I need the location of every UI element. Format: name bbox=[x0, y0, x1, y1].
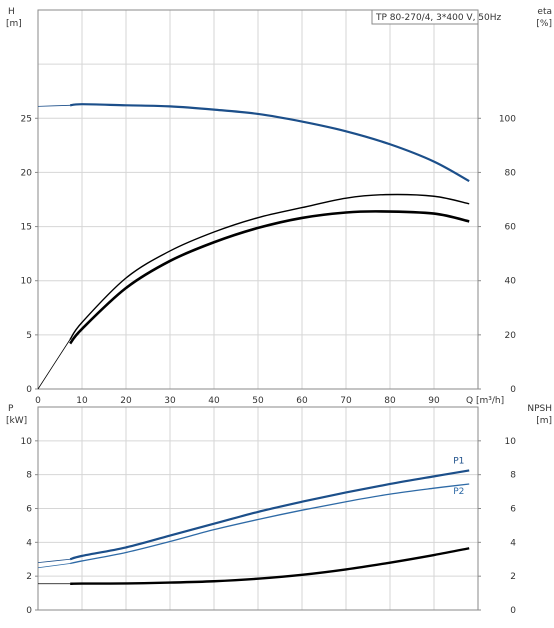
panel2-y-left-tick-label: 4 bbox=[26, 538, 32, 548]
panel2-y-right-label: NPSH bbox=[527, 404, 552, 414]
panel1-x-tick-label: 10 bbox=[76, 396, 88, 406]
panel1-x-tick-label: 90 bbox=[428, 396, 440, 406]
panel1-y-left-tick-label: 25 bbox=[21, 114, 32, 124]
title-box bbox=[371, 9, 479, 25]
panel1-y-left-tick-label: 0 bbox=[26, 385, 32, 395]
panel1-y-left-tick-label: 5 bbox=[26, 331, 32, 341]
panel2-y-right-tick-label: 4 bbox=[510, 538, 516, 548]
panel2-y-left-tick-label: 0 bbox=[26, 606, 32, 616]
panel2-series-npsh-line bbox=[70, 547, 470, 585]
panel1-x-tick-label: 0 bbox=[35, 396, 41, 406]
panel2-y-left-unit: [kW] bbox=[6, 416, 27, 426]
panel2-y-left-label: P bbox=[8, 404, 14, 414]
panel2-y-left-tick-label: 10 bbox=[21, 437, 33, 447]
panel1-y-left-tick-label: 10 bbox=[21, 277, 33, 287]
panel1-series-eta-thin-low-flow bbox=[37, 336, 72, 390]
panel1-y-right-tick-label: 80 bbox=[505, 168, 517, 178]
panel1-y-right-tick-label: 60 bbox=[505, 223, 517, 233]
panel2-y-right-tick-label: 10 bbox=[505, 437, 517, 447]
panel1-y-left-tick-label: 15 bbox=[21, 223, 32, 233]
panel2-y-right-unit: [m] bbox=[536, 416, 552, 426]
panel1-y-right-tick-label: 0 bbox=[510, 385, 516, 395]
panel1-x-tick-label: 60 bbox=[296, 396, 308, 406]
panel1-x-tick-label: 50 bbox=[252, 396, 264, 406]
panel1-y-left-label: H bbox=[8, 7, 15, 17]
panel1-y-left-unit: [m] bbox=[6, 19, 22, 29]
panel2-series-label-p2: P2 bbox=[453, 487, 464, 497]
panel1-x-tick-label: 30 bbox=[164, 396, 176, 406]
panel1-series-eta-thick-line bbox=[69, 210, 470, 345]
panel1-y-right-unit: [%] bbox=[536, 19, 552, 29]
panel1-y-right-tick-label: 40 bbox=[505, 277, 517, 287]
panel2-series-p1-line bbox=[69, 469, 470, 561]
panel1-y-right-label: eta bbox=[537, 7, 552, 17]
panel2-series-label-p1: P1 bbox=[453, 456, 464, 466]
panel1-x-tick-label: 70 bbox=[340, 396, 352, 406]
panel2-series-p2-line bbox=[69, 483, 470, 565]
panel1-frame bbox=[37, 9, 479, 390]
panel2-y-left-tick-label: 6 bbox=[26, 505, 32, 515]
panel1-x-axis-label: Q [m³/h] bbox=[466, 396, 504, 406]
panel2-y-left-tick-label: 8 bbox=[26, 471, 32, 481]
panel1-x-tick-label: 80 bbox=[384, 396, 396, 406]
panel1-y-right-tick-label: 100 bbox=[499, 114, 516, 124]
panel2-series-p2-low-flow bbox=[37, 563, 71, 569]
panel2-y-right-tick-label: 8 bbox=[510, 471, 516, 481]
panel2-series-p1-low-flow bbox=[37, 558, 71, 564]
panel1-series-head-low-flow bbox=[37, 104, 71, 107]
chart-title: TP 80-270/4, 3*400 V, 50Hz bbox=[375, 13, 502, 23]
panel2-y-left-tick-label: 2 bbox=[26, 572, 32, 582]
panel1-x-tick-label: 20 bbox=[120, 396, 132, 406]
panel2-y-right-tick-label: 0 bbox=[510, 606, 516, 616]
panel1-y-left-tick-label: 20 bbox=[21, 168, 33, 178]
panel1-x-tick-label: 40 bbox=[208, 396, 220, 406]
panel1-y-right-tick-label: 20 bbox=[505, 331, 517, 341]
panel1-series-head-line bbox=[69, 103, 470, 183]
panel1-series-eta-thin-line bbox=[69, 193, 470, 340]
panel2-y-right-tick-label: 2 bbox=[510, 572, 516, 582]
panel2-y-right-tick-label: 6 bbox=[510, 505, 516, 515]
